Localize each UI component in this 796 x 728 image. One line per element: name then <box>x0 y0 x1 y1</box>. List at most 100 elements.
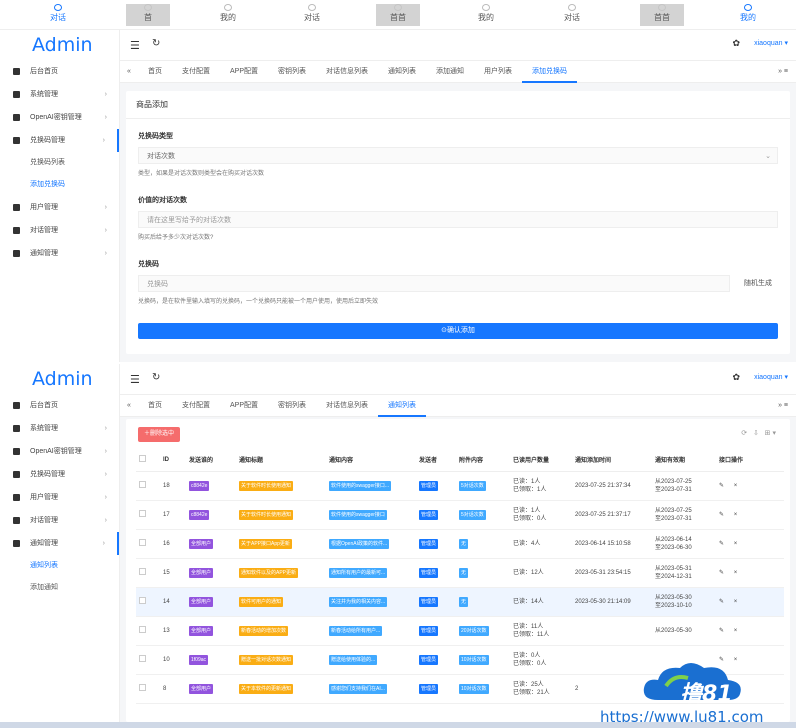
sidebar-item[interactable]: OpenAI密钥管理 › <box>0 440 119 463</box>
tabs-left-icon[interactable]: « <box>127 68 131 75</box>
tab-item[interactable]: 支付配置 <box>182 402 210 409</box>
row-checkbox[interactable] <box>139 597 146 604</box>
user-menu[interactable]: xiaoquan ▾ <box>754 40 788 47</box>
top-nav-item[interactable]: 首 <box>118 4 178 26</box>
top-nav-item[interactable]: 我的 <box>198 4 258 23</box>
watermark-url: https://www.lu81.com <box>600 708 764 726</box>
row-actions[interactable]: ✎ × <box>716 587 784 617</box>
table-row[interactable]: 14 全部用户 软件可用户的通知 关注并为我的相关内容... 管理员 无 已读：14人 202… <box>136 587 784 617</box>
sidebar-subitem[interactable]: 添加兑换码 <box>30 181 65 188</box>
tabs-right-icon[interactable]: » ≡ <box>778 68 788 75</box>
attachment-badge: 5对话次数 <box>459 509 486 520</box>
table-row[interactable]: 13 全部用户 新春活动的增加次数 新春活动给所有用户... 管理员 20对话次数 已读：1… <box>136 616 784 646</box>
top-nav-item[interactable]: 对话 <box>282 4 342 23</box>
palette-icon[interactable]: ✿ <box>732 372 740 382</box>
tab-item[interactable]: 密钥列表 <box>278 68 307 75</box>
header: ☰ ↻ ✿ xiaoquan ▾ <box>120 30 796 60</box>
sidebar-item[interactable]: 后台首页 <box>0 394 119 417</box>
tab-item[interactable]: 添加兑换码 <box>522 61 578 83</box>
cell-valid: 从2023-06-14 至2023-06-30 <box>652 529 716 559</box>
chevron-right-icon: › <box>104 250 107 257</box>
cell-id: 10 <box>160 645 186 675</box>
top-nav-item[interactable]: 首首 <box>632 4 692 26</box>
menu-toggle-icon[interactable]: ☰ <box>130 40 140 52</box>
sidebar-item[interactable]: 通知管理 › <box>0 242 119 265</box>
row-checkbox[interactable] <box>139 684 146 691</box>
sidebar-item[interactable]: 用户管理 › <box>0 486 119 509</box>
sidebar-item[interactable]: 通知管理 › <box>0 532 119 555</box>
table-row[interactable]: 17 c8842e 关于软件时长使用通知 软件使用的swagger接口 管理员 5对话次数… <box>136 500 784 530</box>
sidebar-subitem[interactable]: 添加通知 <box>30 584 58 591</box>
content-badge: 感谢您们支持我们在AI... <box>329 683 387 694</box>
sidebar-item[interactable]: 系统管理 › <box>0 417 119 440</box>
tabs-right-icon[interactable]: » ≡ <box>778 402 788 409</box>
tab-item[interactable]: 用户列表 <box>484 68 513 75</box>
header: ☰ ↻ ✿ xiaoquan ▾ <box>120 364 796 394</box>
row-actions[interactable]: ✎ × <box>716 500 784 530</box>
row-actions[interactable]: ✎ × <box>716 471 784 501</box>
refresh-icon[interactable]: ↻ <box>152 38 161 49</box>
sidebar-item[interactable]: 系统管理 › <box>0 83 119 106</box>
select-all-checkbox[interactable] <box>139 455 146 463</box>
refresh-icon[interactable]: ↻ <box>152 372 161 383</box>
sender-badge: 管理员 <box>419 480 439 491</box>
tab-item[interactable]: 支付配置 <box>182 68 210 75</box>
row-checkbox[interactable] <box>139 626 146 633</box>
tabs-left-icon[interactable]: « <box>127 402 131 409</box>
tab-item[interactable]: 通知列表 <box>378 395 427 417</box>
sidebar-item[interactable]: 兑换码管理 › <box>0 129 119 152</box>
random-generate-button[interactable]: 随机生成 <box>744 280 772 287</box>
tab-item[interactable]: 首页 <box>148 402 162 409</box>
delete-selected-button[interactable]: ＋删除选中 <box>138 427 181 442</box>
row-checkbox[interactable] <box>139 481 146 488</box>
tab-item[interactable]: 首页 <box>148 68 162 75</box>
row-actions[interactable]: ✎ × <box>716 558 784 588</box>
cell-sender: 管理员 <box>416 471 456 501</box>
user-menu[interactable]: xiaoquan ▾ <box>754 374 788 381</box>
notice-icon <box>13 540 20 547</box>
sidebar-item[interactable]: 对话管理 › <box>0 219 119 242</box>
tab-item[interactable]: 对话信息列表 <box>326 68 369 75</box>
top-nav-item[interactable]: 对话 <box>28 4 88 23</box>
sidebar-subitem[interactable]: 通知列表 <box>30 562 58 569</box>
palette-icon[interactable]: ✿ <box>732 38 740 48</box>
row-checkbox[interactable] <box>139 655 146 662</box>
tab-item[interactable]: 添加通知 <box>436 68 465 75</box>
top-nav-item[interactable]: 首首 <box>368 4 428 26</box>
table-tools[interactable]: ⟳ ⇩ ⊞ ▾ <box>741 430 776 437</box>
sidebar-item[interactable]: 对话管理 › <box>0 509 119 532</box>
tab-item[interactable]: APP配置 <box>230 68 259 75</box>
code-input[interactable]: 兑换码 <box>138 275 730 292</box>
count-input[interactable]: 请在这里写给予的对话次数 <box>138 211 778 228</box>
row-checkbox[interactable] <box>139 568 146 575</box>
sidebar-subitem[interactable]: 兑换码列表 <box>30 159 65 166</box>
sidebar-item[interactable]: 用户管理 › <box>0 196 119 219</box>
table-row[interactable]: 18 c8842e 关于软件时长使用通知 软件使用的swagger接口... 管理员 5对… <box>136 471 784 501</box>
row-checkbox[interactable] <box>139 539 146 546</box>
sender-badge: 管理员 <box>419 683 439 694</box>
chevron-right-icon: › <box>104 425 107 432</box>
submit-button[interactable]: ⊙确认添加 <box>138 323 778 339</box>
row-actions[interactable]: ✎ × <box>716 529 784 559</box>
top-nav-item[interactable]: 我的 <box>456 4 516 23</box>
top-nav-item[interactable]: 我的 <box>718 4 778 23</box>
tab-item[interactable]: 通知列表 <box>388 68 417 75</box>
row-actions[interactable]: ✎ × <box>716 645 784 675</box>
table-row[interactable]: 10 1f09ac 赠送一批对话次数通知 赠送给使用体验的... 管理员 10对话次数 已读… <box>136 645 784 675</box>
row-checkbox[interactable] <box>139 510 146 517</box>
table-row[interactable]: 15 全部用户 通知软件以及的APP更新 通知所有用户的最新可... 管理员 无 已读：12… <box>136 558 784 588</box>
tab-item[interactable]: 对话信息列表 <box>326 402 369 409</box>
menu-toggle-icon[interactable]: ☰ <box>130 374 140 386</box>
cell-attach: 5对话次数 <box>456 471 510 501</box>
sidebar-item[interactable]: 后台首页 <box>0 60 119 83</box>
type-select[interactable]: 对话次数 ⌄ <box>138 147 778 164</box>
top-nav-item[interactable]: 对话 <box>542 4 602 23</box>
cell-read: 已读：11人 已领取：11人 <box>510 616 572 646</box>
row-actions[interactable]: ✎ × <box>716 616 784 646</box>
sidebar-item[interactable]: OpenAI密钥管理 › <box>0 106 119 129</box>
tab-item[interactable]: 密钥列表 <box>278 402 307 409</box>
brand-logo: Admin <box>32 368 93 390</box>
sidebar-item[interactable]: 兑换码管理 › <box>0 463 119 486</box>
tab-item[interactable]: APP配置 <box>230 402 259 409</box>
table-row[interactable]: 16 全部用户 关于APP接口App更新 根据OpenAI政策的软件... 管理员 无 已读… <box>136 529 784 559</box>
